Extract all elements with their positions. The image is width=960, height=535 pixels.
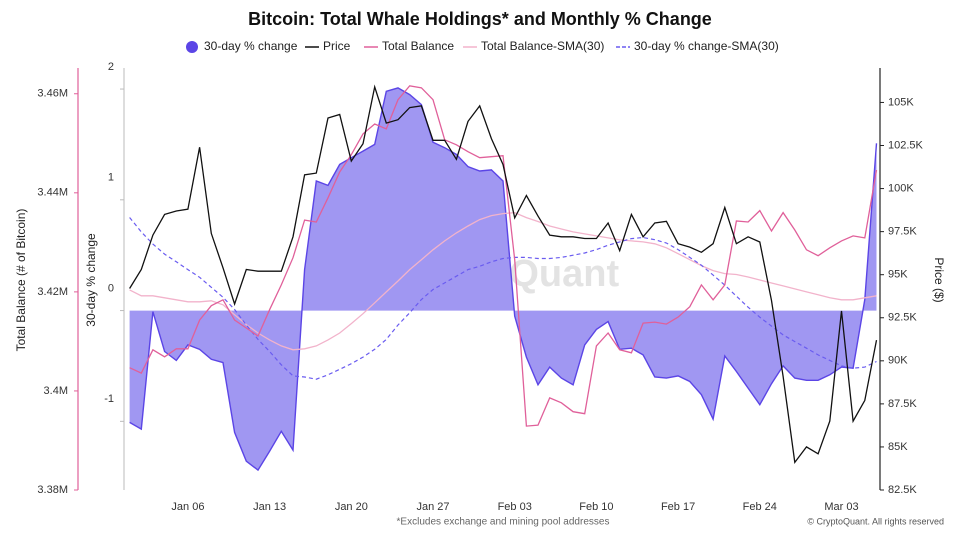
- y3-tick-label: 3.38M: [37, 484, 68, 496]
- y2-tick-label: 102.5K: [888, 139, 924, 151]
- y3-tick-label: 3.4M: [44, 385, 68, 397]
- x-tick-label: Jan 20: [335, 501, 368, 513]
- y2-tick-label: 97.5K: [888, 226, 917, 238]
- x-tick-label: Feb 03: [498, 501, 532, 513]
- x-tick-label: Feb 17: [661, 501, 695, 513]
- y2-tick-label: 85K: [888, 441, 908, 453]
- y2-tick-label: 90K: [888, 355, 908, 367]
- x-tick-label: Jan 06: [171, 501, 204, 513]
- y2-tick-label: 92.5K: [888, 312, 917, 324]
- y-tick-label: 1: [108, 172, 114, 184]
- x-tick-label: Mar 03: [824, 501, 858, 513]
- legend-label: 30-day % change-SMA(30): [634, 39, 779, 53]
- legend-label: Price: [323, 39, 351, 53]
- x-tick-label: Feb 24: [743, 501, 777, 513]
- y3-axis-title: Total Balance (# of Bitcoin): [14, 209, 28, 352]
- series-line: [129, 217, 877, 380]
- series-line: [129, 85, 878, 427]
- credit: © CryptoQuant. All rights reserved: [807, 516, 944, 526]
- y-tick-label: -1: [104, 393, 114, 405]
- legend-label: Total Balance: [382, 39, 454, 53]
- x-tick-label: Jan 27: [417, 501, 450, 513]
- y2-tick-label: 82.5K: [888, 484, 917, 496]
- x-tick-label: Jan 13: [253, 501, 286, 513]
- legend-label: Total Balance-SMA(30): [481, 39, 604, 53]
- area-line: [129, 87, 878, 472]
- series-line: [129, 84, 878, 465]
- y2-tick-label: 100K: [888, 182, 914, 194]
- series-line: [129, 211, 877, 351]
- y2-tick-label: 87.5K: [888, 398, 917, 410]
- legend-swatch: [186, 41, 198, 53]
- y3-tick-label: 3.44M: [37, 187, 68, 199]
- y-axis-title: 30-day % change: [84, 233, 98, 327]
- y2-tick-label: 105K: [888, 96, 914, 108]
- area-fill: [129, 87, 877, 471]
- y2-tick-label: 95K: [888, 269, 908, 281]
- y2-axis-title: Price ($): [932, 257, 946, 302]
- legend-label: 30-day % change: [204, 39, 298, 53]
- y-tick-label: 0: [108, 282, 114, 294]
- y-tick-label: 2: [108, 61, 114, 73]
- x-tick-label: Feb 10: [579, 501, 613, 513]
- y3-tick-label: 3.46M: [37, 88, 68, 100]
- y3-tick-label: 3.42M: [37, 286, 68, 298]
- chart-title: Bitcoin: Total Whale Holdings* and Month…: [248, 9, 712, 29]
- footnote: *Excludes exchange and mining pool addre…: [397, 517, 610, 528]
